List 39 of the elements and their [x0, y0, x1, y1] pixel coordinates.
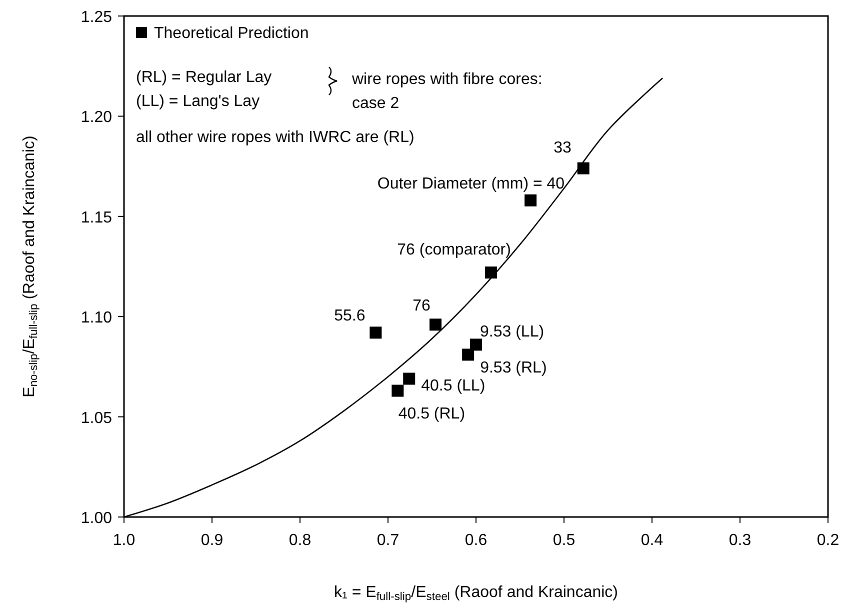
point — [392, 384, 404, 397]
x-tick-label: 0.3 — [728, 532, 752, 549]
annotation: 9.53 (RL) — [480, 360, 547, 377]
x-tick-label: 0.7 — [376, 532, 400, 549]
y-tick-label: 1.20 — [80, 109, 112, 126]
x-axis-title: k₁ = E$_{full-slip}$/E$_{steel}$ (Raoof and Kraincanic) — [334, 584, 618, 603]
annotation: 55.6 — [334, 308, 366, 325]
annotation: Outer Diameter (mm) = 40 — [377, 175, 565, 192]
y-tick-label: 1.05 — [80, 410, 112, 427]
x-tick-label: 0.8 — [288, 532, 312, 549]
y-tick-label: 1.10 — [80, 310, 112, 327]
point — [524, 194, 537, 206]
annotation: 33 — [554, 139, 572, 156]
point — [370, 326, 382, 339]
legend-label: Theoretical Prediction — [154, 25, 309, 42]
y-tick-label: 1.25 — [80, 9, 112, 26]
annotation: 40.5 (LL) — [421, 378, 486, 395]
point — [484, 266, 497, 279]
annotation: 40.5 (RL) — [398, 406, 466, 423]
annotation: (RL) = Regular Lay — [136, 69, 272, 86]
point — [470, 338, 482, 351]
annotation: all other wire ropes with IWRC are (RL) — [136, 129, 414, 146]
x-tick-label: 0.6 — [464, 532, 488, 549]
point — [577, 162, 590, 174]
point — [462, 348, 474, 361]
annotation: (LL) = Lang's Lay — [136, 93, 260, 110]
annotation: wire ropes with fibre cores: case 2 — [351, 71, 542, 112]
point — [430, 318, 442, 331]
y-tick-label: 1.15 — [80, 209, 112, 226]
x-tick-label: 0.5 — [552, 532, 576, 549]
x-tick-label: 0.2 — [816, 532, 840, 549]
annotation: 9.53 (LL) — [480, 324, 544, 341]
x-tick-label: 0.9 — [200, 532, 224, 549]
annotation: 76 — [412, 298, 431, 315]
x-tick-label: 0.4 — [640, 532, 664, 549]
y-tick-label: 1.00 — [80, 510, 112, 527]
x-tick-label: 1.0 — [112, 532, 136, 549]
annotation: 76 (comparator) — [397, 242, 511, 259]
point — [403, 372, 416, 385]
